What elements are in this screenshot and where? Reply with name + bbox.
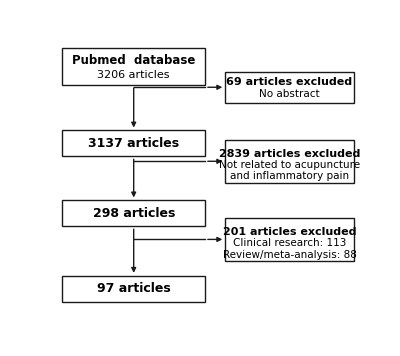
- FancyBboxPatch shape: [62, 130, 205, 157]
- FancyBboxPatch shape: [225, 218, 354, 261]
- FancyBboxPatch shape: [62, 276, 205, 302]
- Text: 3206 articles: 3206 articles: [98, 70, 170, 80]
- Text: 298 articles: 298 articles: [92, 207, 175, 220]
- Text: Pubmed  database: Pubmed database: [72, 53, 195, 67]
- Text: Not related to acupuncture
and inflammatory pain: Not related to acupuncture and inflammat…: [219, 160, 360, 182]
- Text: Clinical research: 113
Review/meta-analysis: 88: Clinical research: 113 Review/meta-analy…: [222, 238, 356, 260]
- Text: 2839 articles excluded: 2839 articles excluded: [219, 148, 360, 159]
- Text: 3137 articles: 3137 articles: [88, 137, 179, 150]
- Text: 69 articles excluded: 69 articles excluded: [226, 77, 352, 87]
- Text: 97 articles: 97 articles: [97, 282, 170, 295]
- FancyBboxPatch shape: [225, 72, 354, 103]
- FancyBboxPatch shape: [62, 48, 205, 85]
- Text: No abstract: No abstract: [259, 89, 320, 99]
- FancyBboxPatch shape: [225, 140, 354, 183]
- FancyBboxPatch shape: [62, 200, 205, 226]
- Text: 201 articles excluded: 201 articles excluded: [223, 227, 356, 237]
